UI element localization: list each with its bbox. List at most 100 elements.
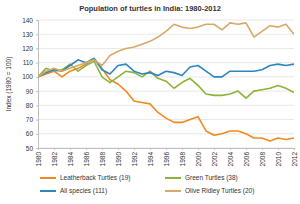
x-tick-mark — [86, 148, 87, 150]
series-line — [38, 58, 294, 76]
y-tick-label: 80 — [26, 102, 34, 109]
x-tick-label: 1982 — [51, 152, 58, 167]
x-tick: 1998 — [179, 148, 186, 166]
x-tick: 1994 — [147, 148, 154, 166]
x-tick-label: 1994 — [147, 152, 154, 167]
x-tick-label: 1990 — [115, 152, 122, 167]
legend-swatch — [40, 177, 56, 179]
x-tick-mark — [198, 148, 199, 150]
x-tick-mark — [294, 148, 295, 150]
legend-label: All species (111) — [60, 187, 107, 195]
y-tick-mark — [36, 91, 38, 92]
grid-line — [38, 48, 294, 49]
y-tick-mark — [36, 105, 38, 106]
y-axis: 50 60 70 80 90 100 110 120 130 140 — [22, 17, 38, 152]
x-tick-mark — [182, 148, 183, 150]
x-tick-mark — [166, 148, 167, 150]
x-tick-mark — [230, 148, 231, 150]
x-tick-label: 2008 — [259, 152, 266, 167]
y-tick: 130 — [22, 31, 38, 38]
legend-item: Green Turtles (38) — [165, 174, 238, 182]
y-tick-label: 140 — [22, 17, 33, 24]
x-tick-label: 2000 — [195, 152, 202, 167]
legend-item: Leatherback Turtles (19) — [40, 174, 130, 182]
x-tick: 1990 — [115, 148, 122, 166]
legend: Leatherback Turtles (19) Green Turtles (3… — [40, 174, 254, 195]
y-tick: 60 — [26, 130, 38, 137]
y-tick-mark — [36, 148, 38, 149]
y-tick: 80 — [26, 102, 38, 109]
y-tick: 100 — [22, 73, 38, 80]
y-tick: 50 — [26, 145, 38, 152]
chart-svg: Population of turtles in India: 1980-201… — [0, 0, 300, 204]
y-tick-label: 90 — [26, 88, 34, 95]
y-tick-label: 60 — [26, 130, 34, 137]
x-tick-mark — [262, 148, 263, 150]
x-tick-label: 1988 — [99, 152, 106, 167]
x-tick: 2012 — [291, 148, 298, 166]
x-tick-label: 1998 — [179, 152, 186, 167]
x-tick: 1982 — [51, 148, 58, 166]
y-tick-mark — [36, 20, 38, 21]
x-tick: 1986 — [83, 148, 90, 166]
legend-swatch — [165, 190, 181, 192]
chart-title: Population of turtles in India: 1980-201… — [79, 4, 221, 13]
grid — [38, 20, 294, 148]
chart-container: Population of turtles in India: 1980-201… — [0, 0, 300, 204]
x-tick: 1984 — [67, 148, 74, 166]
grid-line — [38, 34, 294, 35]
x-axis: 1980 1982 1984 1986 1988 1990 1992 1994 1996 1998… — [35, 148, 298, 166]
x-tick: 1988 — [99, 148, 106, 166]
x-tick-label: 2004 — [227, 152, 234, 167]
y-tick: 110 — [23, 59, 38, 66]
x-tick: 1996 — [163, 148, 170, 166]
y-tick: 140 — [22, 17, 38, 24]
legend-item: Olive Ridley Turtles (20) — [165, 187, 254, 195]
x-tick-label: 2006 — [243, 152, 250, 167]
x-tick-mark — [278, 148, 279, 150]
y-tick-label: 50 — [26, 145, 34, 152]
y-axis-line — [36, 21, 39, 149]
grid-line — [38, 62, 294, 63]
y-tick-label: 130 — [22, 31, 33, 38]
legend-label: Olive Ridley Turtles (20) — [185, 187, 254, 195]
x-tick: 2010 — [275, 148, 282, 166]
x-axis-line — [39, 149, 295, 151]
y-tick: 70 — [26, 116, 38, 123]
y-tick: 120 — [22, 45, 38, 52]
lines — [38, 23, 294, 141]
x-tick: 1992 — [131, 148, 138, 166]
x-tick: 2004 — [227, 148, 234, 166]
x-tick-mark — [150, 148, 151, 150]
y-tick-mark — [36, 63, 38, 64]
x-tick: 1980 — [35, 148, 42, 166]
x-tick-label: 2012 — [291, 152, 298, 167]
legend-item: All species (111) — [40, 187, 107, 195]
x-tick-mark — [54, 148, 55, 150]
y-tick-mark — [36, 48, 38, 49]
x-tick-label: 1980 — [35, 152, 42, 167]
x-tick-mark — [118, 148, 119, 150]
x-tick-label: 1996 — [163, 152, 170, 167]
y-tick-mark — [36, 120, 38, 121]
y-tick: 90 — [26, 88, 38, 95]
x-tick-label: 2002 — [211, 152, 218, 167]
grid-line — [38, 133, 294, 134]
x-tick-label: 1986 — [83, 152, 90, 167]
x-tick-label: 1984 — [67, 152, 74, 167]
grid-line — [38, 20, 294, 21]
x-tick-mark — [246, 148, 247, 150]
x-tick-mark — [38, 148, 39, 150]
y-tick-label: 110 — [23, 59, 34, 66]
x-tick: 2002 — [211, 148, 218, 166]
x-tick: 2000 — [195, 148, 202, 166]
x-tick: 2006 — [243, 148, 250, 166]
series-line — [38, 58, 294, 140]
legend-swatch — [40, 190, 56, 192]
x-tick-label: 2010 — [275, 152, 282, 167]
y-tick-label: 100 — [22, 73, 33, 80]
x-tick: 2008 — [259, 148, 266, 166]
legend-label: Leatherback Turtles (19) — [60, 174, 130, 182]
legend-label: Green Turtles (38) — [185, 174, 238, 182]
grid-line — [38, 76, 294, 77]
